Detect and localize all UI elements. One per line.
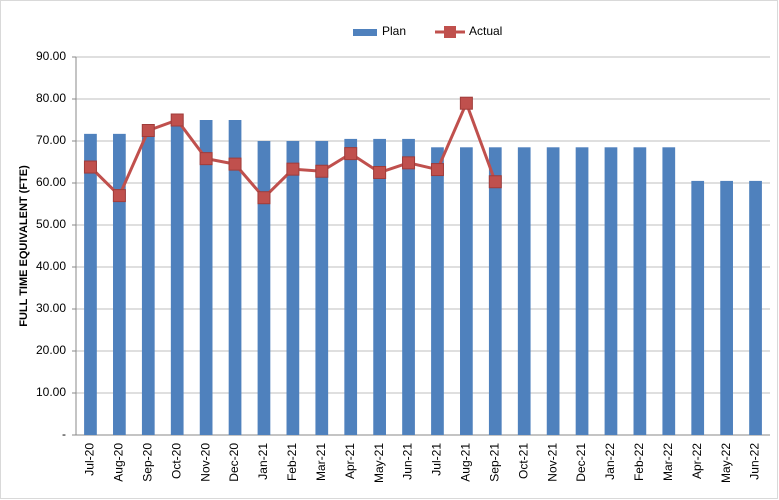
y-tick-label: 50.00 bbox=[36, 217, 66, 231]
y-tick-label: 80.00 bbox=[36, 91, 66, 105]
bar bbox=[720, 180, 733, 435]
x-tick-label: Mar-22 bbox=[661, 443, 675, 481]
legend-swatch bbox=[444, 26, 456, 38]
bar bbox=[402, 138, 415, 435]
y-tick-label: - bbox=[62, 427, 66, 441]
bar bbox=[633, 147, 647, 436]
marker bbox=[344, 147, 358, 161]
bar bbox=[199, 120, 213, 435]
legend-label: Plan bbox=[382, 24, 406, 38]
x-tick-label: Dec-21 bbox=[574, 443, 588, 482]
marker bbox=[141, 124, 155, 137]
marker bbox=[83, 160, 97, 174]
legend-label: Actual bbox=[469, 24, 502, 38]
x-tick-label: Aug-20 bbox=[112, 443, 126, 482]
bar bbox=[517, 147, 531, 436]
x-tick-label: Apr-22 bbox=[690, 443, 704, 479]
marker bbox=[402, 156, 416, 170]
bar bbox=[546, 147, 560, 436]
x-tick-label: Jun-21 bbox=[401, 443, 415, 480]
marker bbox=[430, 163, 444, 177]
marker bbox=[199, 152, 213, 166]
x-tick-label: Apr-21 bbox=[343, 443, 357, 479]
x-tick-label: Sep-20 bbox=[140, 443, 154, 482]
marker bbox=[112, 189, 126, 203]
bar bbox=[604, 147, 618, 436]
marker bbox=[488, 175, 502, 189]
bar bbox=[257, 141, 271, 435]
x-tick-label: Aug-21 bbox=[459, 443, 473, 482]
x-tick-label: May-21 bbox=[372, 443, 386, 483]
marker bbox=[228, 157, 242, 171]
marker bbox=[373, 166, 387, 179]
y-tick-label: 90.00 bbox=[36, 49, 66, 63]
x-tick-label: Feb-21 bbox=[285, 443, 299, 481]
legend-swatch bbox=[353, 29, 377, 36]
marker bbox=[315, 164, 329, 178]
bar bbox=[228, 120, 242, 435]
y-axis-label: FULL TIME EQUIVALENT (FTE) bbox=[18, 165, 30, 327]
x-tick-label: Jan-22 bbox=[603, 443, 617, 480]
bar bbox=[749, 180, 762, 435]
marker bbox=[257, 191, 271, 205]
x-tick-label: Oct-21 bbox=[516, 443, 530, 479]
x-tick-label: Mar-21 bbox=[314, 443, 328, 481]
x-tick-label: Oct-20 bbox=[169, 443, 183, 479]
y-tick-label: 20.00 bbox=[36, 343, 66, 357]
bar bbox=[460, 147, 473, 436]
x-tick-label: Jun-22 bbox=[748, 443, 762, 480]
x-tick-label: Jul-20 bbox=[83, 443, 97, 476]
bar bbox=[488, 147, 502, 436]
bar bbox=[170, 120, 184, 435]
x-tick-label: Jul-21 bbox=[430, 443, 444, 476]
bar bbox=[373, 138, 386, 435]
y-tick-label: 40.00 bbox=[36, 259, 66, 273]
bar bbox=[691, 180, 705, 435]
bar bbox=[315, 141, 329, 435]
bar bbox=[431, 147, 444, 436]
x-tick-label: Dec-20 bbox=[227, 443, 241, 482]
x-tick-label: Nov-21 bbox=[545, 443, 559, 482]
bar bbox=[662, 147, 676, 436]
x-tick-label: Feb-22 bbox=[632, 443, 646, 481]
bar bbox=[344, 138, 358, 435]
y-tick-label: 70.00 bbox=[36, 133, 66, 147]
marker bbox=[459, 96, 473, 110]
bar bbox=[575, 147, 589, 436]
y-tick-label: 30.00 bbox=[36, 301, 66, 315]
x-tick-label: Nov-20 bbox=[198, 443, 212, 482]
marker bbox=[170, 113, 184, 127]
x-tick-label: Jan-21 bbox=[256, 443, 270, 480]
y-tick-label: 10.00 bbox=[36, 385, 66, 399]
marker bbox=[286, 162, 300, 176]
y-tick-label: 60.00 bbox=[36, 175, 66, 189]
bar bbox=[141, 130, 155, 435]
bar bbox=[84, 133, 97, 436]
bar bbox=[113, 133, 126, 436]
x-tick-label: Sep-21 bbox=[487, 443, 501, 482]
bar bbox=[286, 141, 300, 435]
x-tick-label: May-22 bbox=[719, 443, 733, 483]
